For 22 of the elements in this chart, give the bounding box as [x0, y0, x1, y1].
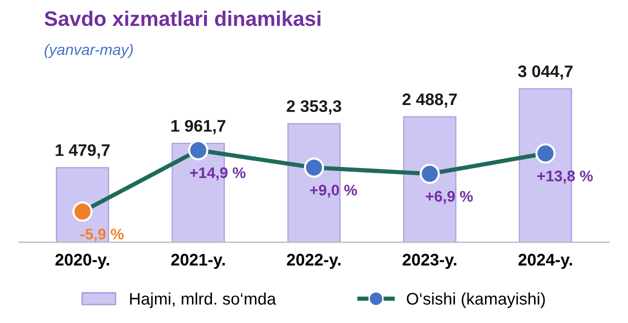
legend-label: O‘sishi (kamayishi) — [406, 292, 545, 308]
data-label: 3 044,7 — [518, 65, 573, 80]
data-label: 1 961,7 — [172, 120, 226, 134]
data-label: +9,0 % — [310, 184, 358, 198]
x-tick-label: 2021-y. — [171, 254, 225, 269]
data-label: +13,8 % — [537, 170, 593, 184]
data-label: +14,9 % — [190, 167, 246, 180]
x-tick-label: 2023-y. — [402, 254, 456, 269]
legend-label: Hajmi, mlrd. so‘mda — [130, 292, 276, 308]
bar — [287, 123, 341, 242]
x-tick-label: 2020-y. — [55, 254, 110, 269]
data-label: 1 479,7 — [56, 144, 110, 158]
data-label: 2 353,3 — [286, 100, 342, 114]
data-label: -5,9 % — [80, 228, 124, 242]
data-label: +6,9 % — [426, 190, 473, 204]
data-label: 2 488,7 — [402, 93, 457, 108]
bar — [403, 116, 456, 242]
x-tick-label: 2024-y. — [518, 254, 572, 269]
x-tick-label: 2022-y. — [286, 254, 341, 269]
chart-title: Savdo xizmatlari dinamikasi — [44, 10, 320, 26]
chart-subtitle: (yanvar-may) — [44, 44, 133, 58]
bar — [56, 167, 110, 242]
